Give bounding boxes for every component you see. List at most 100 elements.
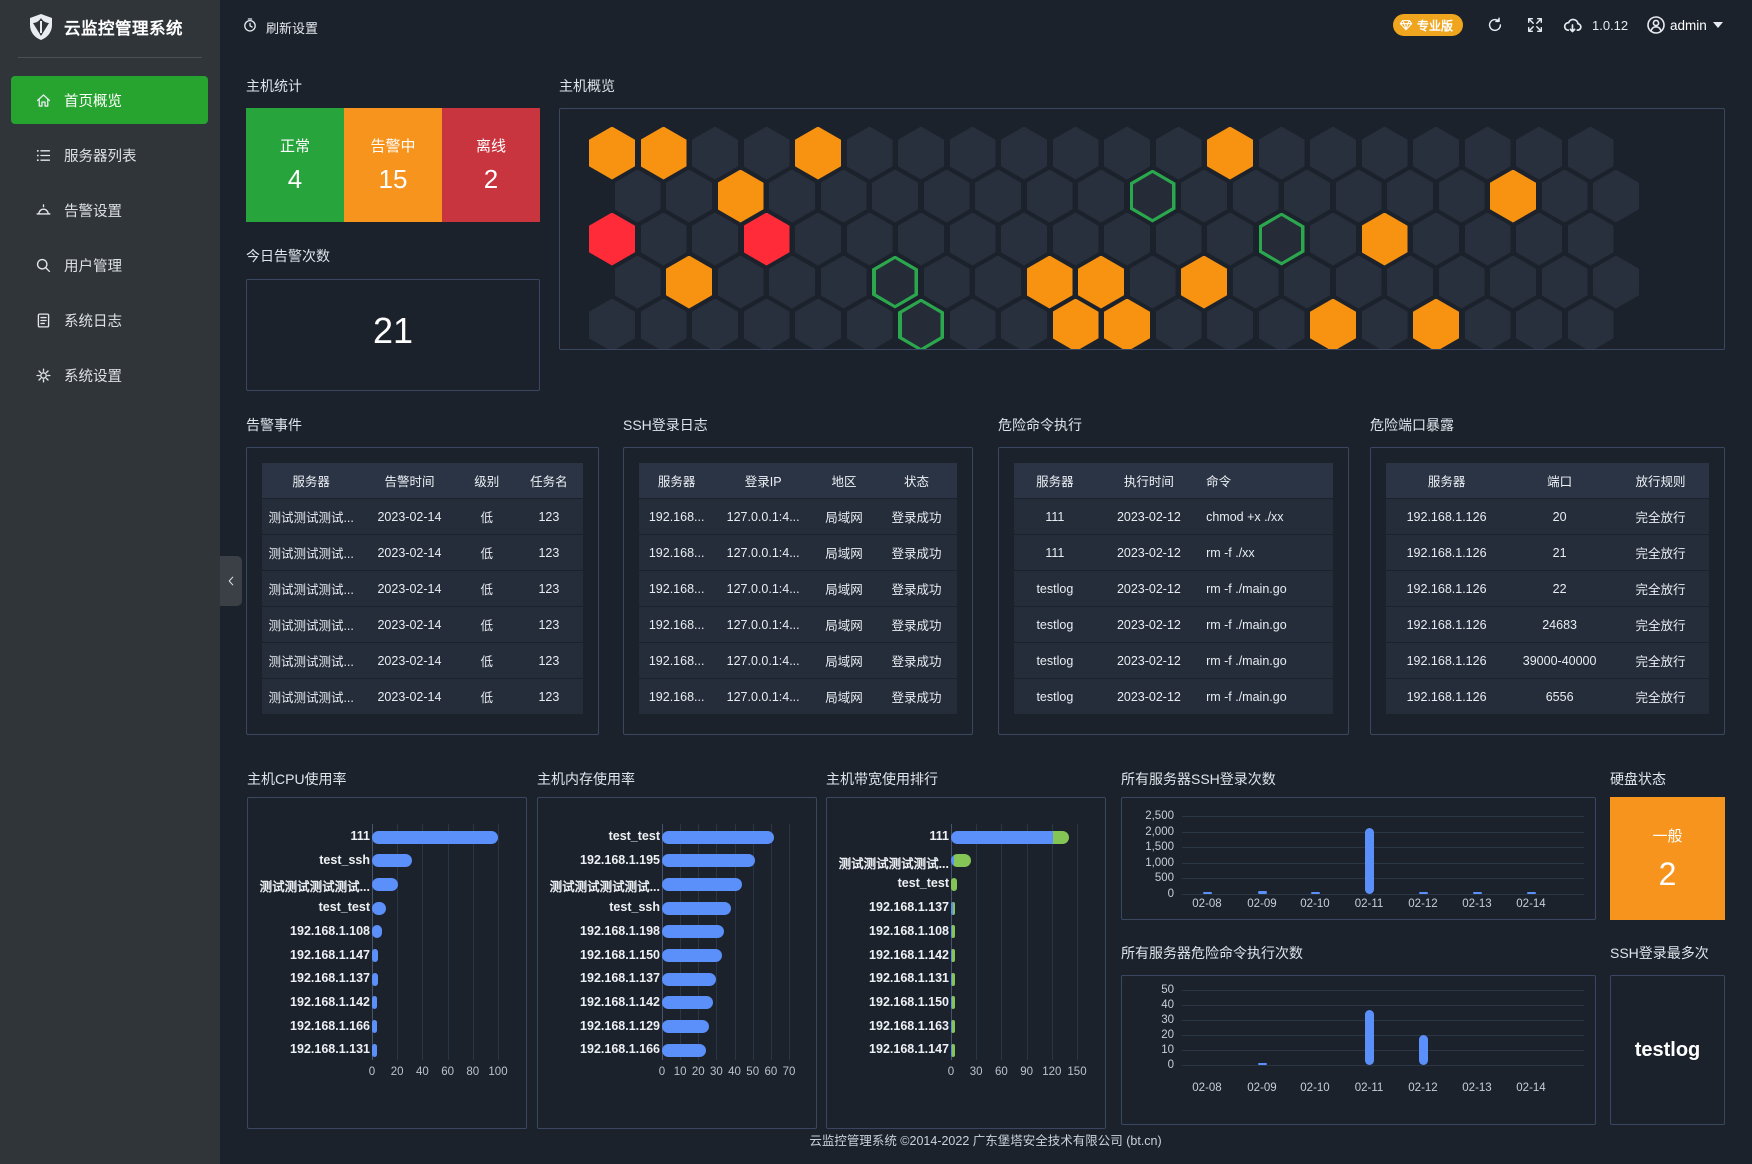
x-tick-label: 40 xyxy=(728,1066,741,1078)
table-cell: 192.168... xyxy=(648,653,705,668)
host-hex-empty xyxy=(1464,212,1511,266)
host-hex-empty xyxy=(1001,126,1047,180)
host-hex-empty xyxy=(820,169,867,223)
host-hex-warning[interactable] xyxy=(1104,298,1150,349)
host-hex-warning[interactable] xyxy=(589,126,635,180)
gridline xyxy=(1182,1065,1584,1066)
host-hex-empty xyxy=(692,126,738,180)
table-cell: 低 xyxy=(480,619,493,633)
fullscreen-icon[interactable] xyxy=(1526,16,1544,34)
bar xyxy=(1364,1009,1374,1065)
refresh-settings-icon[interactable] xyxy=(242,17,258,33)
host-hex-healthy[interactable] xyxy=(872,255,918,309)
bar xyxy=(372,949,379,962)
refresh-settings-button[interactable]: 刷新设置 xyxy=(266,21,319,36)
host-hex-empty xyxy=(949,298,996,349)
host-hex-empty xyxy=(872,169,918,223)
table-cell: 登录成功 xyxy=(891,511,942,525)
category-label: 192.168.1.131 xyxy=(290,1042,370,1057)
bandwidth-chart-title: 主机带宽使用排行 xyxy=(826,771,938,787)
cloud-download-icon[interactable] xyxy=(1562,15,1584,35)
table-cell: rm -f ./main.go xyxy=(1206,617,1287,632)
host-hex-warning[interactable] xyxy=(640,126,687,180)
host-hex-warning[interactable] xyxy=(1490,169,1536,223)
table-row: 111 2023-02-12 chmod +x ./xx xyxy=(1014,499,1333,534)
y-tick-label: 2,000 xyxy=(1145,825,1174,838)
x-tick-label: 0 xyxy=(658,1066,666,1078)
bar xyxy=(662,854,755,868)
stat-normal[interactable]: 正常 4 xyxy=(246,108,344,222)
host-hex-empty xyxy=(1335,255,1382,309)
category-label: 192.168.1.198 xyxy=(580,923,660,938)
table-cell: 192.168.1.126 xyxy=(1406,653,1487,668)
host-hex-warning[interactable] xyxy=(1181,255,1227,309)
host-hex-healthy[interactable] xyxy=(1129,169,1176,223)
bar-stacked xyxy=(951,877,957,891)
host-hex-empty xyxy=(743,298,790,349)
category-label: test_ssh xyxy=(609,900,660,915)
stat-offline[interactable]: 离线 2 xyxy=(442,108,540,222)
sidebar-item-4[interactable]: 用户管理 xyxy=(11,241,208,289)
host-hex-healthy[interactable] xyxy=(898,298,944,349)
host-hex-empty xyxy=(1026,169,1073,223)
category-label: 192.168.1.150 xyxy=(869,994,949,1009)
host-hex-empty xyxy=(1284,169,1330,223)
host-hex-empty xyxy=(975,255,1021,309)
sidebar-item-6[interactable]: 系统设置 xyxy=(11,351,208,399)
x-tick-label: 02-13 xyxy=(1462,898,1492,910)
host-hex-warning[interactable] xyxy=(1052,298,1099,349)
x-tick-label: 0 xyxy=(947,1066,955,1078)
bar xyxy=(662,949,722,962)
table-row: 192.168... 127.0.0.1:4... 局域网 登录成功 xyxy=(639,607,957,642)
host-hex-healthy[interactable] xyxy=(1258,212,1305,266)
host-hex-warning[interactable] xyxy=(795,126,841,180)
bar xyxy=(1526,891,1536,894)
table-cell: 测试测试测试... xyxy=(268,511,354,525)
sidebar-collapse-button[interactable] xyxy=(220,556,242,606)
app-logo: 云监控管理系统 xyxy=(28,13,183,41)
host-hex-offline[interactable] xyxy=(743,212,790,266)
stat-warning[interactable]: 告警中 15 xyxy=(344,108,442,222)
host-hex-warning[interactable] xyxy=(1310,298,1356,349)
table-header-row: 服务器 告警时间 级别 任务名 xyxy=(262,463,583,498)
host-hex-warning[interactable] xyxy=(717,169,764,223)
pro-version-badge[interactable]: 专业版 xyxy=(1393,14,1464,36)
table-cell: 127.0.0.1:4... xyxy=(726,545,800,560)
host-hex-warning[interactable] xyxy=(1413,298,1459,349)
chevron-down-icon[interactable] xyxy=(1713,22,1723,28)
host-hex-empty xyxy=(1052,212,1099,266)
bar xyxy=(372,901,386,915)
table-cell: 2023-02-14 xyxy=(377,581,442,596)
refresh-icon[interactable] xyxy=(1486,16,1504,34)
user-avatar-icon[interactable] xyxy=(1646,15,1666,35)
gridline xyxy=(1182,847,1584,849)
host-hex-empty xyxy=(820,255,867,309)
host-hex-empty xyxy=(1207,212,1253,266)
host-hex-warning[interactable] xyxy=(666,255,712,309)
table-row: 测试测试测试... 2023-02-14 低 123 xyxy=(262,679,583,714)
username-label[interactable]: admin xyxy=(1670,18,1707,33)
host-hex-offline[interactable] xyxy=(589,212,635,266)
host-hex-warning[interactable] xyxy=(1078,255,1124,309)
table-cell: 111 xyxy=(1045,545,1065,560)
sidebar-item-2[interactable]: 服务器列表 xyxy=(11,131,208,179)
host-hex-empty xyxy=(1516,126,1562,180)
host-hex-empty xyxy=(1232,169,1279,223)
host-hex-warning[interactable] xyxy=(1361,212,1408,266)
gridline xyxy=(372,824,373,1060)
sidebar-item-1[interactable]: 首页概览 xyxy=(11,76,208,124)
host-hex-warning[interactable] xyxy=(1207,126,1253,180)
x-tick-label: 120 xyxy=(1042,1066,1062,1078)
host-hex-empty xyxy=(666,169,712,223)
category-label: test_test xyxy=(318,900,370,915)
memory-chart: 0 10 20 30 40 50 60 70 test_test 192.168.1.195 测试测… xyxy=(537,797,817,1129)
host-hex-warning[interactable] xyxy=(1026,255,1073,309)
table-cell: 局域网 xyxy=(825,619,863,633)
sidebar-item-5[interactable]: 系统日志 xyxy=(11,296,208,344)
header-cell: 放行规则 xyxy=(1635,475,1686,489)
sidebar-item-3[interactable]: 告警设置 xyxy=(11,186,208,234)
bar-segment-1 xyxy=(951,854,955,868)
x-tick-label: 100 xyxy=(488,1066,508,1078)
category-label: 测试测试测试测试... xyxy=(549,880,660,895)
ssh-count-chart-title: 所有服务器SSH登录次数 xyxy=(1121,771,1276,787)
